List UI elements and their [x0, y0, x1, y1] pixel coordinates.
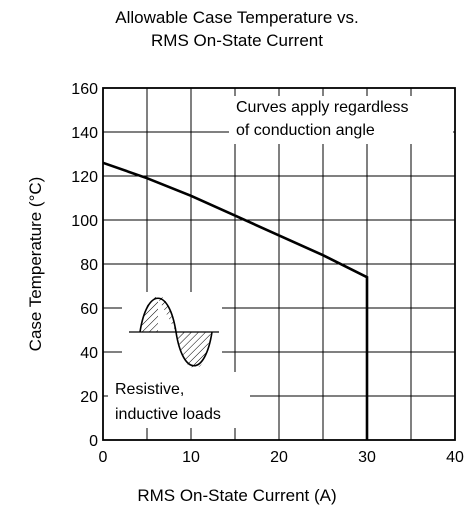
- y-tick-label: 160: [71, 81, 98, 98]
- x-tick-label: 10: [182, 449, 200, 466]
- chart-series-group: [102, 161, 369, 440]
- y-tick-label: 60: [80, 301, 98, 318]
- y-tick-label: 40: [80, 345, 98, 362]
- y-tick-label: 140: [71, 125, 98, 142]
- x-tick-label: 0: [99, 449, 108, 466]
- y-axis-label: Case Temperature (°C): [26, 177, 45, 352]
- load-note-background: [108, 372, 250, 428]
- x-tick-label: 40: [446, 449, 464, 466]
- x-tick-label: 30: [358, 449, 376, 466]
- note-loads-line1: Resistive,: [115, 381, 184, 398]
- note-background: [229, 96, 453, 144]
- x-axis-label: RMS On-State Current (A): [137, 486, 337, 505]
- chart-title: Allowable Case Temperature vs. RMS On-St…: [0, 6, 474, 52]
- chart-title-line1: Allowable Case Temperature vs.: [115, 8, 359, 27]
- y-tick-label: 100: [71, 213, 98, 230]
- y-tick-label: 20: [80, 389, 98, 406]
- half-wave-sine-waveform-icon: [122, 292, 222, 372]
- chart-tick-labels: 0 20 40 60 80 100 120 140 160 0 10 20 30 40: [71, 81, 464, 466]
- x-tick-label: 20: [270, 449, 288, 466]
- series-line: [102, 161, 369, 440]
- y-tick-label: 0: [89, 433, 98, 450]
- note-conduction-line1: Curves apply regardless: [236, 99, 409, 116]
- note-conduction-line2: of conduction angle: [236, 122, 375, 139]
- plot-frame: [102, 87, 456, 441]
- note-loads-line2: inductive loads: [115, 406, 221, 423]
- chart-title-line2: RMS On-State Current: [151, 31, 323, 50]
- y-tick-label: 80: [80, 257, 98, 274]
- y-tick-label: 120: [71, 169, 98, 186]
